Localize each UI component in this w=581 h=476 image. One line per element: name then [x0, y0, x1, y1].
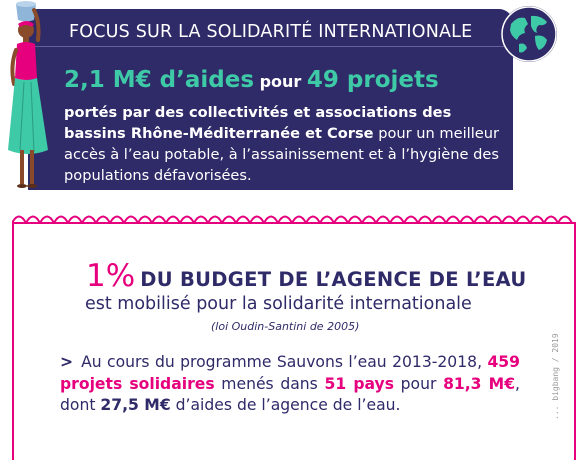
budget-percent: 1% [86, 258, 136, 294]
programme-paragraph: > Au cours du programme Sauvons l’eau 201… [60, 352, 520, 417]
project-count: 49 projets [306, 67, 439, 93]
solidarity-banner: FOCUS SUR LA SOLIDARITÉ INTERNATIONALE 2… [28, 9, 513, 190]
desc-rest: pour un meilleur accès à l’eau potable, … [64, 125, 500, 184]
country-count: 51 pays [324, 374, 394, 393]
globe-icon [501, 6, 557, 62]
para-part-7: , dont [60, 374, 521, 415]
budget-box [12, 222, 576, 460]
total-amount: 81,3 M€ [443, 374, 516, 393]
banner-description: portés par des collectivités et associat… [64, 102, 509, 186]
agency-aid-amount: 27,5 M€ [100, 396, 171, 414]
law-reference: (loi Oudin-Santini de 2005) [211, 320, 360, 333]
bullet-chevron: > [60, 353, 74, 371]
aid-amount: 2,1 M€ d’aides [64, 67, 255, 93]
headline-connector: pour [259, 72, 302, 91]
budget-headline: 1% DU BUDGET DE L’AGENCE DE L’EAU [86, 258, 526, 294]
banner-divider [28, 46, 513, 47]
solidarity-project-count: 459 projets solidaires [60, 353, 520, 393]
para-part-5: pour [393, 374, 444, 393]
woman-carrying-water-illustration [4, 0, 66, 196]
para-part-3: menés dans [214, 374, 325, 393]
credit-text: ... bigbang / 2019 [551, 333, 560, 420]
para-part-9: d’aides de l’agence de l’eau. [170, 396, 401, 414]
banner-headline: 2,1 M€ d’aides pour 49 projets [64, 67, 439, 93]
para-part-1: Au cours du programme Sauvons l’eau 2013… [81, 353, 483, 371]
banner-title: FOCUS SUR LA SOLIDARITÉ INTERNATIONALE [69, 22, 473, 42]
desc-bold: portés par des collectivités et associat… [64, 104, 452, 142]
budget-headline-text: DU BUDGET DE L’AGENCE DE L’EAU [140, 268, 527, 291]
budget-subtitle: est mobilisé pour la solidarité internat… [85, 294, 472, 314]
